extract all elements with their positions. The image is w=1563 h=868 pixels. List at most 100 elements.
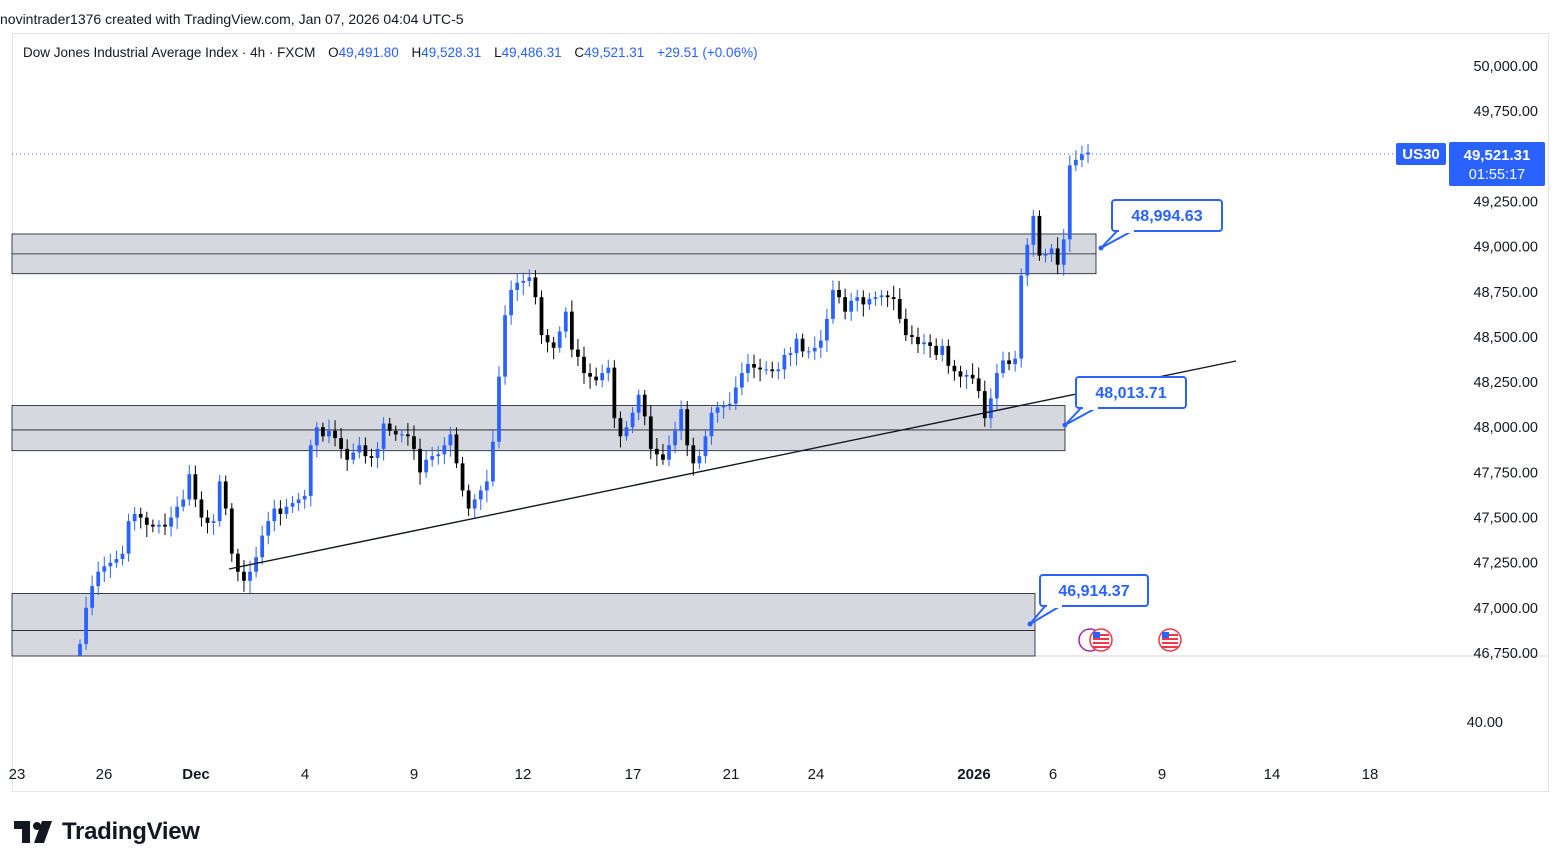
candle xyxy=(776,362,781,380)
candle xyxy=(533,270,538,305)
candle-body xyxy=(345,448,350,460)
candle-body xyxy=(928,342,933,346)
low-label: L xyxy=(494,45,502,60)
candle-body xyxy=(618,418,623,437)
economic-events[interactable] xyxy=(1078,628,1182,652)
candle xyxy=(910,325,914,345)
candle-body xyxy=(849,300,854,312)
candle xyxy=(1031,209,1036,257)
candle-body xyxy=(478,490,483,500)
candle-body xyxy=(879,295,884,298)
candle-body xyxy=(940,345,945,355)
time-axis[interactable]: 23 26 Dec 4 9 12 17 21 24 2026 6 9 14 18 xyxy=(9,766,1379,783)
candle-body xyxy=(120,553,125,560)
candle-body xyxy=(885,295,890,298)
time-axis-tick: Dec xyxy=(182,766,210,783)
candle-body xyxy=(223,481,228,509)
us-flag-event-icon[interactable] xyxy=(1158,628,1182,652)
candle-body xyxy=(825,318,829,341)
candle xyxy=(685,401,690,457)
candle xyxy=(697,449,702,469)
candle xyxy=(703,429,708,464)
candle-body xyxy=(563,311,568,332)
candle-body xyxy=(1055,248,1060,265)
candle xyxy=(211,514,216,535)
candle-body xyxy=(770,369,775,372)
candle xyxy=(618,411,623,448)
price-callout[interactable]: 46,914.37 xyxy=(1027,574,1149,627)
candle-body xyxy=(855,297,860,301)
last-price-badge xyxy=(1449,142,1545,186)
candle xyxy=(624,420,629,441)
candle xyxy=(855,289,860,312)
candle xyxy=(515,273,520,301)
price-axis-tick: 46,750.00 xyxy=(1473,646,1538,662)
candle xyxy=(181,489,186,512)
candle-body xyxy=(484,481,489,491)
candle xyxy=(861,290,866,317)
candle xyxy=(454,427,459,469)
candle-body xyxy=(654,448,659,455)
candle xyxy=(157,520,161,534)
volume-axis-tick: 40.00 xyxy=(1467,715,1503,731)
price-callout[interactable]: 48,013.71 xyxy=(1062,376,1187,428)
candle-body xyxy=(181,499,186,507)
price-callout[interactable]: 48,994.63 xyxy=(1098,199,1223,251)
supply-demand-zone[interactable] xyxy=(11,405,1066,452)
trendline[interactable] xyxy=(228,360,1237,570)
candle xyxy=(988,388,993,429)
candle-body xyxy=(199,499,204,518)
candles-layer xyxy=(78,144,1090,656)
candle xyxy=(314,422,319,458)
candle-body xyxy=(922,342,926,345)
supply-demand-zone[interactable] xyxy=(11,592,1036,657)
candle xyxy=(497,366,501,449)
candle-body xyxy=(351,452,356,460)
candle-body xyxy=(515,282,520,290)
candle xyxy=(90,575,95,616)
candle xyxy=(727,392,732,411)
symbol-description: Dow Jones Industrial Average Index · 4h … xyxy=(23,45,316,60)
candle xyxy=(569,300,574,358)
candle-body xyxy=(357,445,362,453)
candle-body xyxy=(84,607,88,644)
candle-body xyxy=(436,454,441,457)
candle-body xyxy=(758,367,762,370)
candle-body xyxy=(612,367,617,419)
candle-body xyxy=(818,340,823,348)
price-axis-tick: 49,250.00 xyxy=(1473,194,1538,210)
candle-body xyxy=(733,387,738,404)
low-value: 49,486.31 xyxy=(501,45,562,60)
tradingview-logo[interactable]: TradingView xyxy=(14,815,200,849)
candle xyxy=(903,308,908,342)
candle-body xyxy=(521,280,526,283)
time-axis-tick: 2026 xyxy=(957,766,990,783)
candle xyxy=(928,334,933,358)
candle-body xyxy=(375,448,380,458)
symbol-legend[interactable]: Dow Jones Industrial Average Index · 4h … xyxy=(23,45,758,60)
time-axis-tick: 12 xyxy=(515,766,532,783)
candle xyxy=(709,406,714,445)
candle-body xyxy=(78,643,82,656)
time-axis-tick: 14 xyxy=(1264,766,1281,783)
us-flag-event-icon[interactable] xyxy=(1078,628,1113,652)
candle xyxy=(193,465,198,508)
candle xyxy=(940,338,945,362)
candle-body xyxy=(539,297,544,336)
candle xyxy=(934,338,939,361)
candle xyxy=(916,327,920,353)
trend-layer xyxy=(228,360,1237,570)
high-label: H xyxy=(411,45,422,60)
candle-body xyxy=(138,513,143,518)
candle xyxy=(478,485,483,510)
candle xyxy=(746,354,750,383)
candle xyxy=(235,548,240,582)
candle-body xyxy=(970,374,975,379)
candle xyxy=(770,361,775,378)
candle-body xyxy=(272,508,277,522)
candle xyxy=(120,545,125,566)
candle-body xyxy=(381,423,386,449)
tradingview-logo-text: TradingView xyxy=(62,818,200,845)
callout-layer: 48,994.63 48,013.71 46,914.37 xyxy=(1027,199,1223,627)
